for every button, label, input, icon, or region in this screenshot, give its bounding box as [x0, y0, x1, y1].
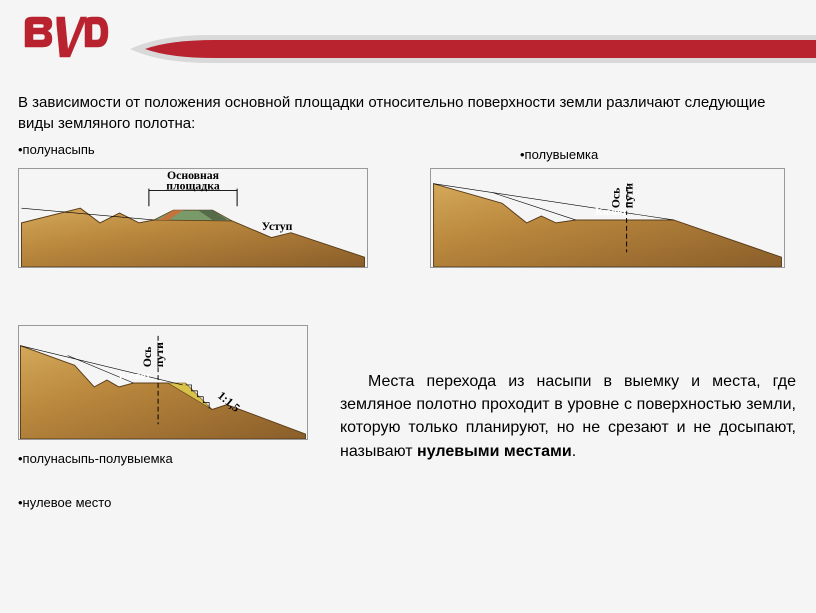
diagram-polunasyp: Основная площадка Уступ [18, 168, 368, 268]
svg-text:Ось: Ось [610, 188, 623, 209]
intro-text: В зависимости от положения основной площ… [18, 92, 798, 134]
svg-text:Кювет: Кювет [119, 370, 152, 382]
paragraph-end: . [572, 443, 576, 460]
rzd-logo [20, 12, 110, 62]
bullet-polunasyp: •полунасыпь [18, 142, 95, 157]
header [0, 0, 816, 80]
svg-text:пути: пути [622, 183, 635, 208]
header-ribbon [130, 35, 816, 63]
bullet-combo: •полунасыпь-полувыемка [18, 451, 173, 466]
paragraph-bold: нулевыми местами [417, 443, 572, 460]
bullet-nulevoe: •нулевое место [18, 495, 111, 510]
diagram-poluvyemka: Кювет Ось пути [430, 168, 785, 268]
svg-text:площадка: площадка [166, 180, 220, 193]
diagram-combo: Кювет Ось пути 1:1,5 [18, 325, 308, 440]
bullet-poluvyemka: •полувыемка [520, 147, 598, 162]
svg-text:пути: пути [152, 342, 166, 367]
body-paragraph: Места перехода из насыпи в выемку и мест… [340, 370, 796, 463]
svg-text:Уступ: Уступ [262, 220, 293, 233]
